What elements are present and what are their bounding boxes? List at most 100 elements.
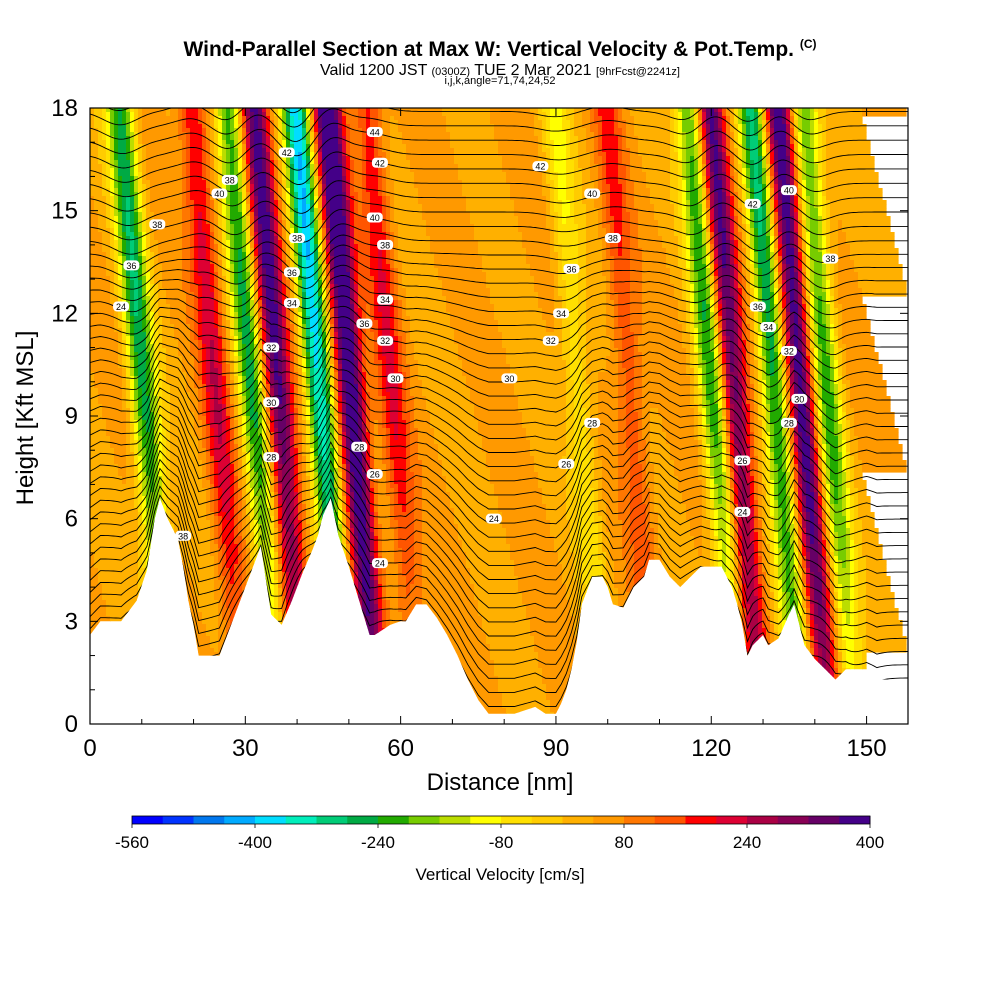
isentrope-line (90, 326, 908, 385)
isentrope-line (90, 356, 908, 427)
isentrope-label-bg (377, 239, 394, 250)
isentrope-label-bg (558, 458, 575, 469)
isentrope-line (90, 476, 908, 609)
isentrope-label: 32 (546, 336, 556, 346)
isentrope-label: 36 (126, 261, 136, 271)
colorbar: -560 -400 -240 -80 80 240 400 (115, 815, 884, 852)
isentrope-label: 24 (375, 559, 385, 569)
colorbar-swatch (408, 816, 440, 824)
y-tick-label: 6 (65, 506, 78, 533)
forecast-info: [9hrFcst@2241z] (596, 66, 680, 78)
isentrope-label-bg (371, 157, 388, 168)
isentrope-label: 34 (380, 295, 390, 305)
colorbar-swatch (193, 816, 225, 824)
colorbar-tick-label: -80 (489, 833, 514, 852)
colorbar-swatch (531, 816, 563, 824)
y-tick-label: 0 (65, 711, 78, 738)
colorbar-tick-label: 80 (615, 833, 634, 852)
isentrope-label-bg (822, 253, 839, 264)
isentrope-label: 26 (370, 470, 380, 480)
isentrope-label-bg (263, 452, 280, 463)
colorbar-swatch (685, 816, 717, 824)
isentrope-label-bg (263, 342, 280, 353)
theta-isentropes (90, 66, 908, 714)
isentrope-label: 40 (784, 186, 794, 196)
y-tick-label: 3 (65, 608, 78, 635)
isentrope-line (90, 394, 908, 483)
isentrope-label-bg (149, 219, 166, 230)
isentrope-label-bg (780, 417, 797, 428)
isentrope-line (90, 264, 908, 302)
isentrope-label: 28 (587, 418, 597, 428)
isentrope-line (90, 194, 908, 229)
isentrope-label: 36 (359, 319, 369, 329)
colorbar-swatch (747, 816, 779, 824)
isentrope-label: 44 (370, 127, 380, 137)
isentrope-label-bg (263, 397, 280, 408)
colorbar-swatch (716, 816, 748, 824)
y-tick-label: 12 (51, 300, 78, 327)
isentrope-label: 28 (354, 442, 364, 452)
x-tick-label: 150 (847, 735, 887, 762)
isentrope-label-bg (283, 267, 300, 278)
isentrope-label: 34 (556, 309, 566, 319)
isentrope-label-bg (123, 260, 140, 271)
colorbar-tick-label: -400 (238, 833, 272, 852)
isentrope-line (90, 254, 908, 290)
isentrope-label-bg (744, 198, 761, 209)
colorbar-swatch (654, 816, 686, 824)
isentrope-label-bg (211, 188, 228, 199)
isentrope-label-bg (356, 318, 373, 329)
colorbar-swatch (593, 816, 625, 824)
isentrope-labels: 2436383840423836343230283844424038343632… (113, 126, 839, 569)
isentrope-label-bg (377, 335, 394, 346)
isentrope-label: 34 (763, 323, 773, 333)
colorbar-swatch (439, 816, 471, 824)
isentrope-label: 36 (566, 264, 576, 274)
colorbar-swatch (501, 816, 533, 824)
isentrope-line (90, 223, 908, 257)
isentrope-label-bg (485, 513, 502, 524)
x-axis-label: Distance [nm] (427, 769, 574, 796)
isentrope-line (90, 458, 908, 581)
x-tick-label: 120 (691, 735, 731, 762)
isentrope-label-bg (734, 506, 751, 517)
isentrope-label-bg (542, 335, 559, 346)
chart-subtitle: Valid 1200 JST (0300Z) TUE 2 Mar 2021 [9… (320, 62, 680, 79)
isentrope-line (90, 520, 908, 679)
colorbar-tick-label: 400 (856, 833, 884, 852)
isentrope-label: 38 (225, 175, 235, 185)
isentrope-label: 32 (380, 336, 390, 346)
isentrope-line (90, 346, 908, 413)
isentrope-label-bg (366, 126, 383, 137)
colorbar-swatch (224, 816, 256, 824)
colorbar-swatch (808, 816, 840, 824)
isentrope-line (90, 384, 908, 469)
isentrope-line (90, 137, 908, 171)
colorbar-swatch (132, 816, 164, 824)
velocity-field (90, 108, 907, 714)
isentrope-label-bg (221, 174, 238, 185)
isentrope-label: 42 (535, 162, 545, 172)
isentrope-line (90, 529, 908, 693)
y-tick-label: 15 (51, 198, 78, 225)
isentrope-line (90, 305, 908, 357)
isentrope-label: 32 (784, 346, 794, 356)
isentrope-line (90, 234, 908, 269)
colorbar-swatch (285, 816, 317, 824)
colorbar-swatch (255, 816, 287, 824)
isentrope-label: 40 (214, 189, 224, 199)
isentrope-label: 38 (608, 234, 618, 244)
isentrope-label-bg (501, 373, 518, 384)
isentrope-label-bg (377, 294, 394, 305)
isentrope-label-bg (283, 298, 300, 309)
isentrope-label-bg (278, 147, 295, 158)
isentrope-line (90, 375, 908, 455)
isentrope-label-bg (553, 308, 570, 319)
isentrope-line (90, 66, 908, 99)
colorbar-swatch (162, 816, 194, 824)
isentrope-label-bg (780, 185, 797, 196)
isentrope-label: 34 (287, 299, 297, 309)
isentrope-label: 30 (794, 394, 804, 404)
isentrope-label-bg (366, 469, 383, 480)
